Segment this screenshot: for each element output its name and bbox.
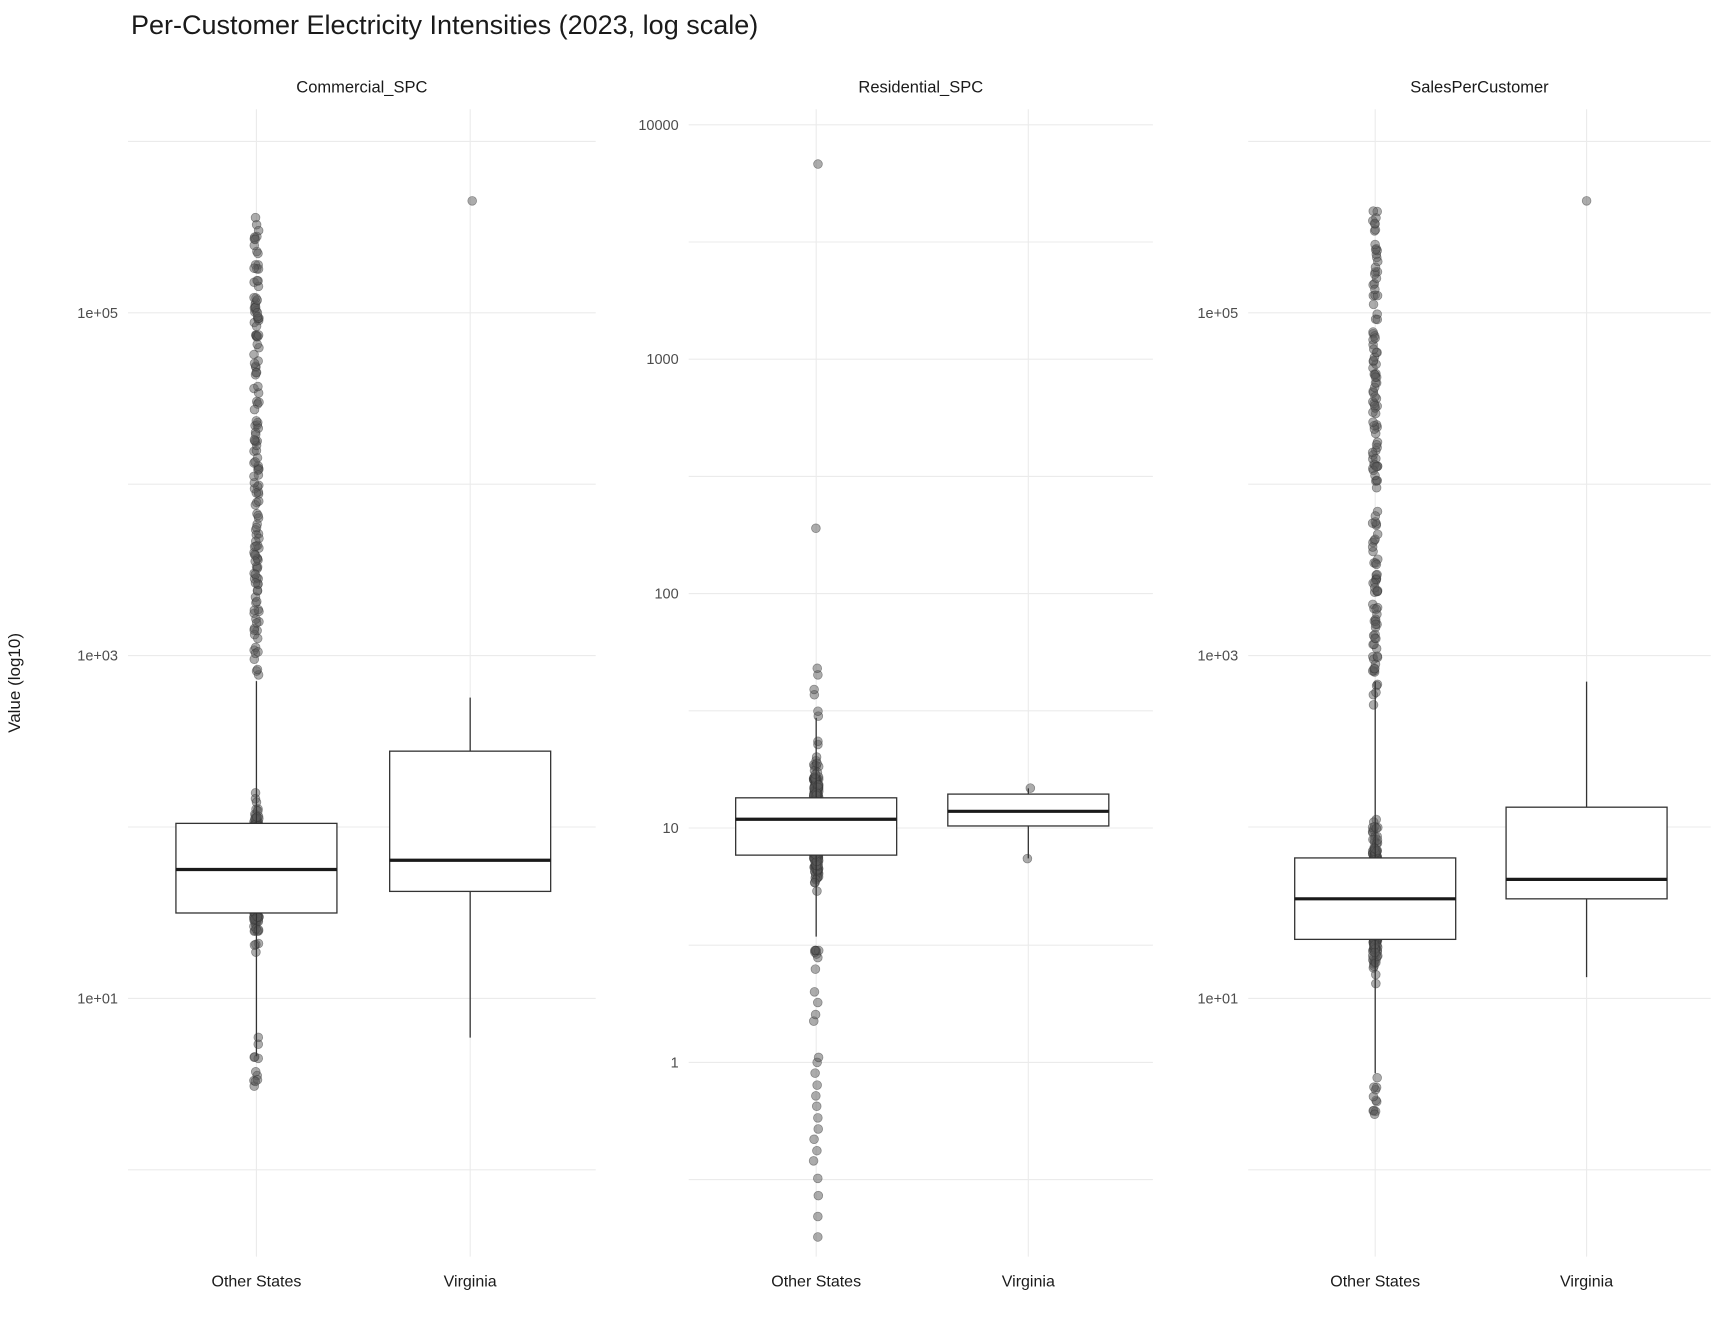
svg-text:SalesPerCustomer: SalesPerCustomer bbox=[1410, 78, 1549, 96]
svg-text:10: 10 bbox=[663, 821, 679, 837]
svg-text:1e+03: 1e+03 bbox=[77, 649, 118, 665]
svg-text:Other States: Other States bbox=[1330, 1274, 1420, 1291]
svg-text:1000: 1000 bbox=[646, 352, 678, 368]
svg-text:Other States: Other States bbox=[771, 1274, 861, 1291]
svg-text:1: 1 bbox=[671, 1055, 679, 1071]
svg-text:100: 100 bbox=[654, 587, 678, 603]
svg-text:10000: 10000 bbox=[638, 118, 678, 134]
svg-text:Commercial_SPC: Commercial_SPC bbox=[296, 78, 427, 96]
svg-text:1e+05: 1e+05 bbox=[1197, 306, 1238, 322]
svg-text:Virginia: Virginia bbox=[1560, 1274, 1613, 1291]
svg-text:Virginia: Virginia bbox=[1002, 1274, 1055, 1291]
svg-text:1e+01: 1e+01 bbox=[1197, 991, 1238, 1007]
svg-text:1e+01: 1e+01 bbox=[77, 991, 118, 1007]
svg-text:1e+03: 1e+03 bbox=[1197, 649, 1238, 665]
svg-text:Value (log10): Value (log10) bbox=[5, 633, 24, 733]
svg-text:1e+05: 1e+05 bbox=[77, 306, 118, 322]
svg-text:Residential_SPC: Residential_SPC bbox=[858, 78, 983, 96]
svg-text:Per-Customer Electricity Inten: Per-Customer Electricity Intensities (20… bbox=[131, 10, 758, 40]
svg-text:Virginia: Virginia bbox=[444, 1274, 497, 1291]
svg-text:Other States: Other States bbox=[212, 1274, 302, 1291]
